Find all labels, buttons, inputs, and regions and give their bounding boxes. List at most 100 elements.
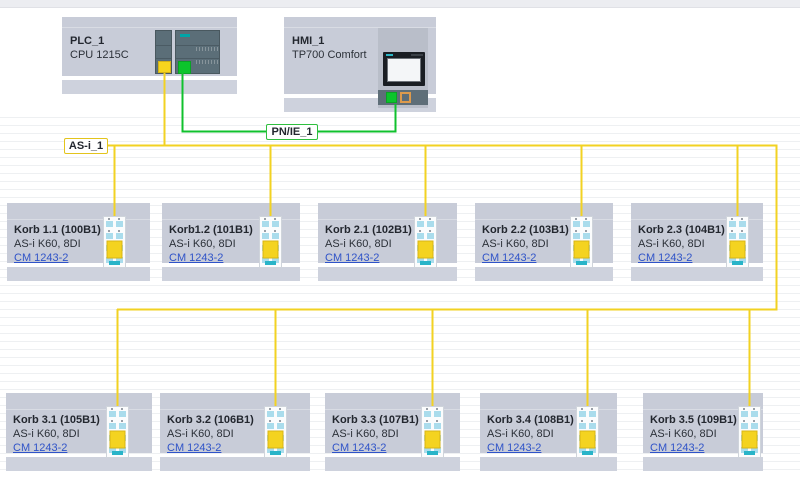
asi-slave-port[interactable] (573, 240, 590, 259)
asi-module-badge (109, 261, 120, 265)
asi-row1-drop-lines[interactable] (113, 145, 739, 216)
asi-slave-port[interactable] (741, 430, 758, 449)
slave-station-bottom-band (160, 457, 310, 471)
asi-module-badge (576, 261, 587, 265)
plc-model: CPU 1215C (70, 49, 129, 61)
asi-module-image[interactable] (259, 216, 282, 268)
slave-station-bottom-band (325, 457, 460, 471)
asi-row2-drop-lines[interactable] (116, 309, 751, 406)
slave-title: Korb 3.4 (108B1) (487, 414, 574, 426)
slave-station-bottom-band (643, 457, 763, 471)
asi-slave-port[interactable] (424, 430, 441, 449)
cm1243-module-image[interactable] (155, 30, 172, 74)
asi-module-image[interactable] (738, 406, 761, 458)
hmi-station[interactable]: HMI_1 TP700 Comfort (284, 17, 436, 112)
slave-station-body[interactable]: Korb 3.2 (106B1) AS-i K60, 8DI CM 1243-2 (160, 410, 310, 454)
slave-title: Korb 3.1 (105B1) (13, 414, 100, 426)
asi-module-image[interactable] (421, 406, 444, 458)
asi-module-image[interactable] (726, 216, 749, 268)
hmi-connector-bar (378, 90, 428, 105)
pnie-subnet-label[interactable]: PN/IE_1 (266, 124, 318, 140)
slave-master-link[interactable]: CM 1243-2 (650, 442, 705, 454)
slave-title: Korb 3.2 (106B1) (167, 414, 254, 426)
asi-module-image[interactable] (576, 406, 599, 458)
hmi-ifb-port[interactable] (400, 92, 411, 103)
asi-slave-station[interactable]: Korb 3.5 (109B1) AS-i K60, 8DI CM 1243-2 (643, 393, 763, 471)
asi-slave-station[interactable]: Korb 3.3 (107B1) AS-i K60, 8DI CM 1243-2 (325, 393, 460, 471)
asi-slave-station[interactable]: Korb 3.2 (106B1) AS-i K60, 8DI CM 1243-2 (160, 393, 310, 471)
slave-master-link[interactable]: CM 1243-2 (14, 252, 69, 264)
slave-subtitle: AS-i K60, 8DI (167, 428, 234, 440)
slave-station-top-band (6, 393, 152, 410)
slave-station-top-band (475, 203, 613, 220)
asi-slave-port[interactable] (109, 430, 126, 449)
hmi-profinet-port[interactable] (386, 92, 397, 103)
slave-station-body[interactable]: Korb 1.1 (100B1) AS-i K60, 8DI CM 1243-2 (7, 220, 150, 264)
asi-module-badge (270, 451, 281, 455)
slave-subtitle: AS-i K60, 8DI (13, 428, 80, 440)
asi-module-badge (732, 261, 743, 265)
asi-slave-port[interactable] (579, 430, 596, 449)
hmi-device-image[interactable] (378, 28, 428, 108)
asi-module-image[interactable] (414, 216, 437, 268)
asi-slave-port[interactable] (262, 240, 279, 259)
slave-master-link[interactable]: CM 1243-2 (13, 442, 68, 454)
asi-slave-port[interactable] (106, 240, 123, 259)
asi-slave-port[interactable] (417, 240, 434, 259)
plc-station[interactable]: PLC_1 CPU 1215C (62, 17, 237, 94)
asi-slave-station[interactable]: Korb 2.3 (104B1) AS-i K60, 8DI CM 1243-2 (631, 203, 763, 281)
asi-bus-line[interactable] (70, 144, 778, 311)
asi-subnet-label[interactable]: AS-i_1 (64, 138, 108, 154)
slave-subtitle: AS-i K60, 8DI (638, 238, 705, 250)
slave-subtitle: AS-i K60, 8DI (169, 238, 236, 250)
slave-master-link[interactable]: CM 1243-2 (325, 252, 380, 264)
asi-slave-port[interactable] (729, 240, 746, 259)
asi-slave-station[interactable]: Korb 1.1 (100B1) AS-i K60, 8DI CM 1243-2 (7, 203, 150, 281)
slave-title: Korb 2.2 (103B1) (482, 224, 569, 236)
plc-station-bottom-band (62, 80, 237, 94)
slave-title: Korb 2.1 (102B1) (325, 224, 412, 236)
slave-station-top-band (162, 203, 300, 220)
asi-module-image[interactable] (264, 406, 287, 458)
slave-title: Korb 2.3 (104B1) (638, 224, 725, 236)
slave-master-link[interactable]: CM 1243-2 (169, 252, 224, 264)
asi-module-badge (112, 451, 123, 455)
asi-slave-station[interactable]: Korb 2.1 (102B1) AS-i K60, 8DI CM 1243-2 (318, 203, 457, 281)
asi-subnet-label-text: AS-i_1 (68, 140, 104, 152)
slave-master-link[interactable]: CM 1243-2 (332, 442, 387, 454)
asi-module-image[interactable] (103, 216, 126, 268)
hmi-model: TP700 Comfort (292, 49, 367, 61)
hmi-station-top-band (284, 17, 436, 28)
asi-slave-station[interactable]: Korb 3.4 (108B1) AS-i K60, 8DI CM 1243-2 (480, 393, 617, 471)
hmi-screen (387, 58, 421, 82)
asi-slave-station[interactable]: Korb1.2 (101B1) AS-i K60, 8DI CM 1243-2 (162, 203, 300, 281)
slave-subtitle: AS-i K60, 8DI (487, 428, 554, 440)
slave-station-body[interactable]: Korb 3.1 (105B1) AS-i K60, 8DI CM 1243-2 (6, 410, 152, 454)
slave-master-link[interactable]: CM 1243-2 (167, 442, 222, 454)
asi-slave-station[interactable]: Korb 3.1 (105B1) AS-i K60, 8DI CM 1243-2 (6, 393, 152, 471)
asi-module-badge (420, 261, 431, 265)
asi-module-image[interactable] (570, 216, 593, 268)
slave-station-bottom-band (631, 267, 763, 281)
asi-module-image[interactable] (106, 406, 129, 458)
slave-master-link[interactable]: CM 1243-2 (482, 252, 537, 264)
slave-title: Korb 3.3 (107B1) (332, 414, 419, 426)
slave-master-link[interactable]: CM 1243-2 (487, 442, 542, 454)
asi-module-badge (744, 451, 755, 455)
slave-station-top-band (7, 203, 150, 220)
slave-station-top-band (160, 393, 310, 410)
cpu-module-image[interactable] (175, 30, 220, 74)
asi-slave-station[interactable]: Korb 2.2 (103B1) AS-i K60, 8DI CM 1243-2 (475, 203, 613, 281)
asi-master-port[interactable] (158, 61, 171, 73)
asi-module-badge (427, 451, 438, 455)
slave-subtitle: AS-i K60, 8DI (14, 238, 81, 250)
plc-name: PLC_1 (70, 35, 105, 47)
cpu-terminal-block (196, 47, 219, 51)
slave-subtitle: AS-i K60, 8DI (332, 428, 399, 440)
asi-slave-port[interactable] (267, 430, 284, 449)
slave-station-top-band (631, 203, 763, 220)
slave-master-link[interactable]: CM 1243-2 (638, 252, 693, 264)
profinet-port[interactable] (178, 61, 191, 74)
